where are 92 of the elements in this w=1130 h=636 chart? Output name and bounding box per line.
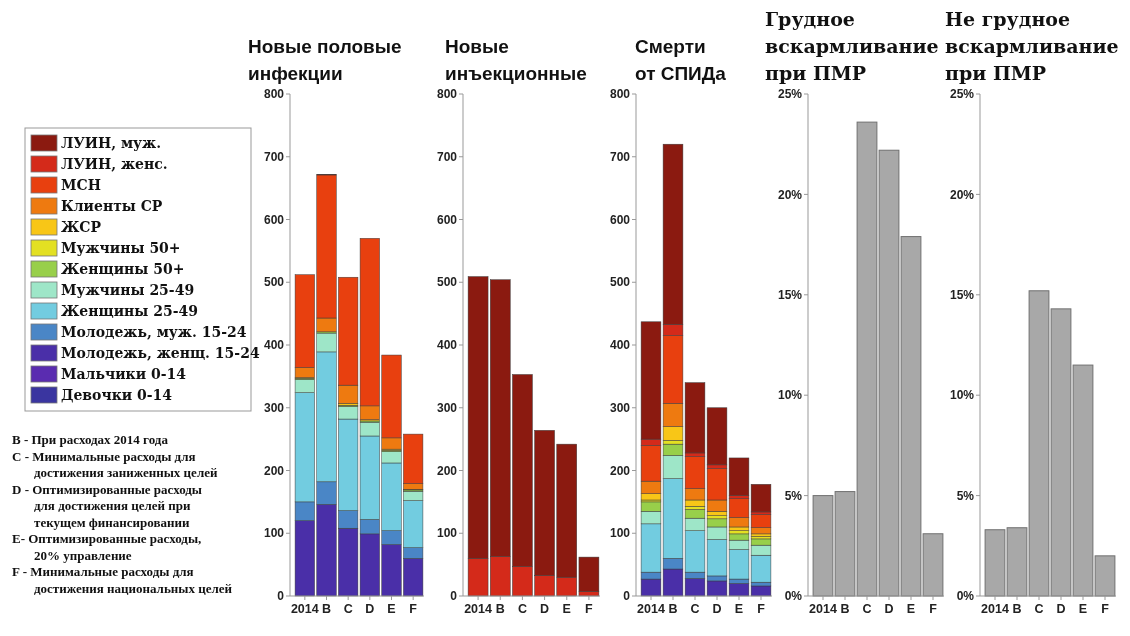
legend-label: Молодежь, муж. 15-24	[61, 324, 247, 340]
x-tick-label: E	[562, 602, 571, 616]
text: F - Минимальные расходы для достижения национальных целей	[12, 564, 233, 596]
x-tick-label: F	[1101, 602, 1110, 616]
legend-label: Мужчины 50+	[61, 240, 181, 256]
x-tick-label: F	[585, 602, 594, 616]
text: D - Оптимизированные расходы для достижения целей при текущем финансировании	[12, 481, 203, 530]
legend-label: Мальчики 0-14	[61, 366, 187, 382]
x-tick-label: F	[929, 602, 938, 616]
x-tick-label: D	[1056, 602, 1066, 616]
x-tick-label: B	[668, 602, 678, 616]
x-tick-label: C	[1034, 602, 1044, 616]
y-tick-label: 5%	[784, 488, 803, 503]
legend-label: Женщины 50+	[61, 261, 185, 277]
text: B - При расходах 2014 года	[12, 432, 169, 447]
chart-title: Грудное вскармливание при ПМР	[765, 8, 939, 84]
x-tick-label: F	[409, 602, 418, 616]
y-tick-label: 25%	[777, 87, 803, 102]
x-tick-label: D	[884, 602, 894, 616]
x-tick-label: C	[690, 602, 700, 616]
x-tick-label: D	[540, 602, 550, 616]
y-tick-label: 20%	[777, 187, 803, 202]
y-tick-label: 600	[436, 212, 458, 227]
x-tick-label: C	[343, 602, 353, 616]
x-tick-label: 2014	[981, 602, 1009, 616]
y-tick-label: 400	[609, 338, 631, 353]
legend-label: МСН	[61, 177, 101, 193]
y-tick-label: 25%	[949, 87, 975, 102]
y-tick-label: 400	[263, 338, 285, 353]
y-tick-label: 15%	[949, 288, 975, 302]
y-tick-label: 100	[263, 526, 285, 541]
legend-label: Женщины 25-49	[61, 303, 198, 319]
x-tick-label: C	[517, 602, 527, 616]
x-tick-label: E	[734, 602, 744, 616]
x-tick-label: 2014	[464, 602, 493, 616]
y-tick-label: 0	[277, 589, 285, 604]
x-tick-label: 2014	[809, 602, 837, 616]
y-tick-label: 20%	[949, 187, 975, 202]
chart-title: Новые инъекционные	[445, 36, 587, 84]
y-tick-label: 600	[263, 212, 285, 227]
legend-label: Мужчины 25-49	[61, 282, 195, 298]
y-tick-label: 500	[436, 275, 458, 290]
y-tick-label: 0%	[784, 589, 803, 604]
y-tick-label: 300	[436, 400, 458, 415]
y-tick-label: 100	[436, 526, 458, 541]
y-tick-label: 200	[436, 463, 458, 478]
x-tick-label: B	[840, 602, 850, 616]
y-tick-label: 500	[609, 275, 631, 290]
text: C - Минимальные расходы для достижения заниженных целей	[12, 448, 218, 480]
legend-label: ЖСР	[61, 219, 102, 235]
x-tick-label: E	[1078, 602, 1088, 616]
y-tick-label: 500	[263, 275, 285, 290]
y-tick-label: 300	[609, 400, 631, 415]
text: E- Оптимизированные расходы, 20% управление	[12, 531, 202, 563]
y-tick-label: 600	[609, 212, 631, 227]
y-tick-label: 200	[609, 463, 631, 478]
x-tick-label: B	[495, 602, 505, 616]
y-tick-label: 800	[609, 87, 631, 102]
y-tick-label: 0	[450, 589, 458, 604]
y-tick-label: 10%	[949, 388, 975, 403]
legend-label: ЛУИН, женс.	[61, 156, 168, 172]
x-tick-label: 2014	[290, 602, 319, 616]
y-tick-label: 700	[436, 149, 458, 164]
y-tick-label: 200	[263, 463, 285, 478]
legend-label: ЛУИН, муж.	[61, 135, 162, 151]
legend-label: Молодежь, женщ. 15-24	[61, 345, 260, 361]
y-tick-label: 800	[436, 87, 458, 102]
x-tick-label: D	[712, 602, 722, 616]
y-tick-label: 100	[609, 526, 631, 541]
y-tick-label: 400	[436, 338, 458, 353]
y-tick-label: 0%	[956, 589, 975, 604]
y-tick-label: 700	[263, 149, 285, 164]
y-tick-label: 0	[623, 589, 631, 604]
y-tick-label: 5%	[956, 488, 975, 503]
legend-label: Клиенты СР	[61, 198, 163, 214]
x-tick-label: E	[906, 602, 916, 616]
x-tick-label: E	[387, 602, 396, 616]
chart-title: Новые половые инфекции	[248, 36, 402, 84]
chart-title: Смерти от СПИДа	[635, 36, 727, 84]
chart-title: Не грудное вскармливание при ПМР	[945, 8, 1119, 84]
x-tick-label: C	[862, 602, 872, 616]
y-tick-label: 15%	[777, 288, 803, 302]
x-tick-label: F	[757, 602, 766, 616]
legend-label: Девочки 0-14	[61, 387, 173, 403]
y-tick-label: 700	[609, 149, 631, 164]
y-tick-label: 10%	[777, 388, 803, 403]
y-tick-label: 300	[263, 400, 285, 415]
x-tick-label: D	[365, 602, 375, 616]
y-tick-label: 800	[263, 87, 285, 102]
x-tick-label: B	[1012, 602, 1022, 616]
x-tick-label: B	[321, 602, 332, 616]
x-tick-label: 2014	[637, 602, 665, 616]
